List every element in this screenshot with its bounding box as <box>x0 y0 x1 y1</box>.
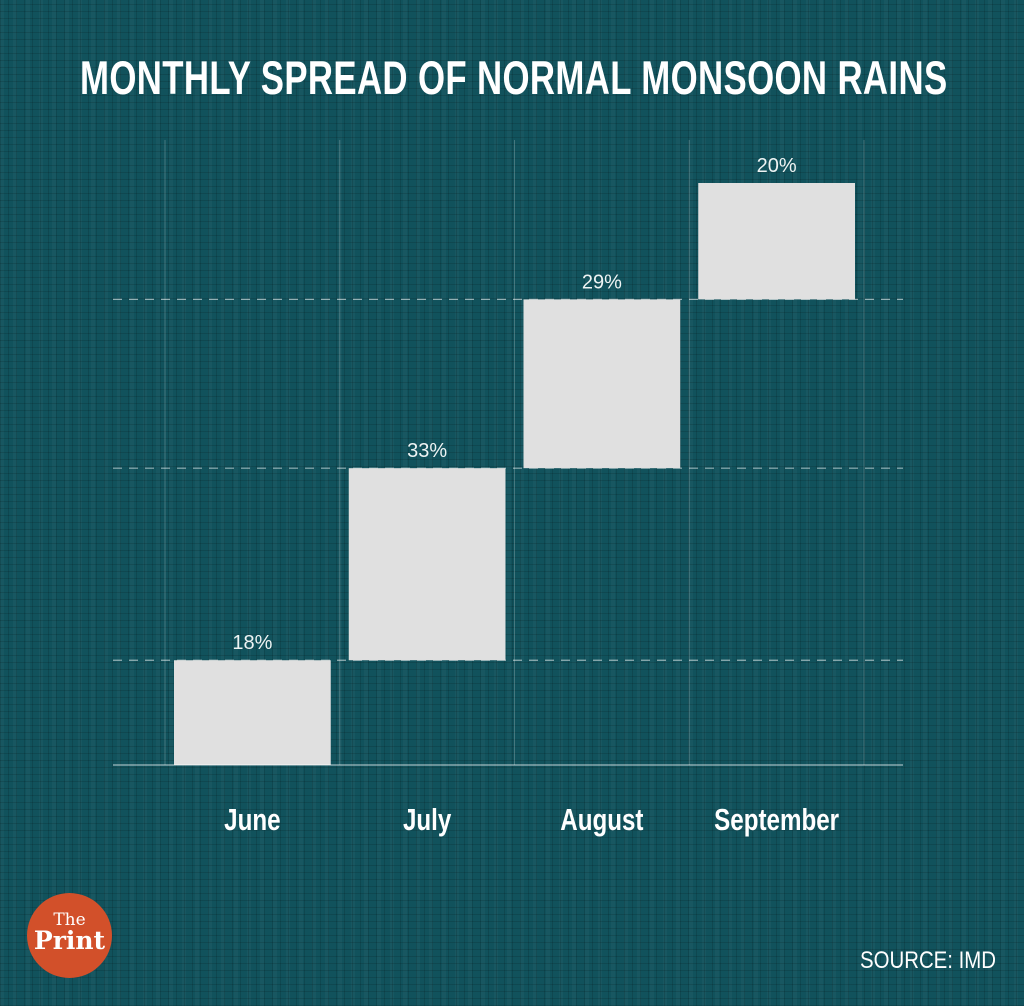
bar-august <box>523 299 681 469</box>
bar-june <box>174 660 331 765</box>
category-label: July <box>403 802 452 837</box>
category-label: June <box>224 802 280 837</box>
bar-september <box>698 183 855 300</box>
data-label: 20% <box>757 155 797 177</box>
logo-line2: Print <box>33 926 106 955</box>
source-note: SOURCE: IMD <box>859 947 996 974</box>
category-label: September <box>714 802 839 837</box>
bar-july <box>348 468 506 661</box>
data-label: 29% <box>582 271 622 293</box>
category-label: August <box>560 802 643 837</box>
data-label: 18% <box>232 632 272 654</box>
theprint-logo: The Print <box>27 893 112 978</box>
data-label: 33% <box>407 440 447 462</box>
logo-line1: The <box>53 910 86 930</box>
chart-title: MONTHLY SPREAD OF NORMAL MONSOON RAINS <box>80 51 948 104</box>
